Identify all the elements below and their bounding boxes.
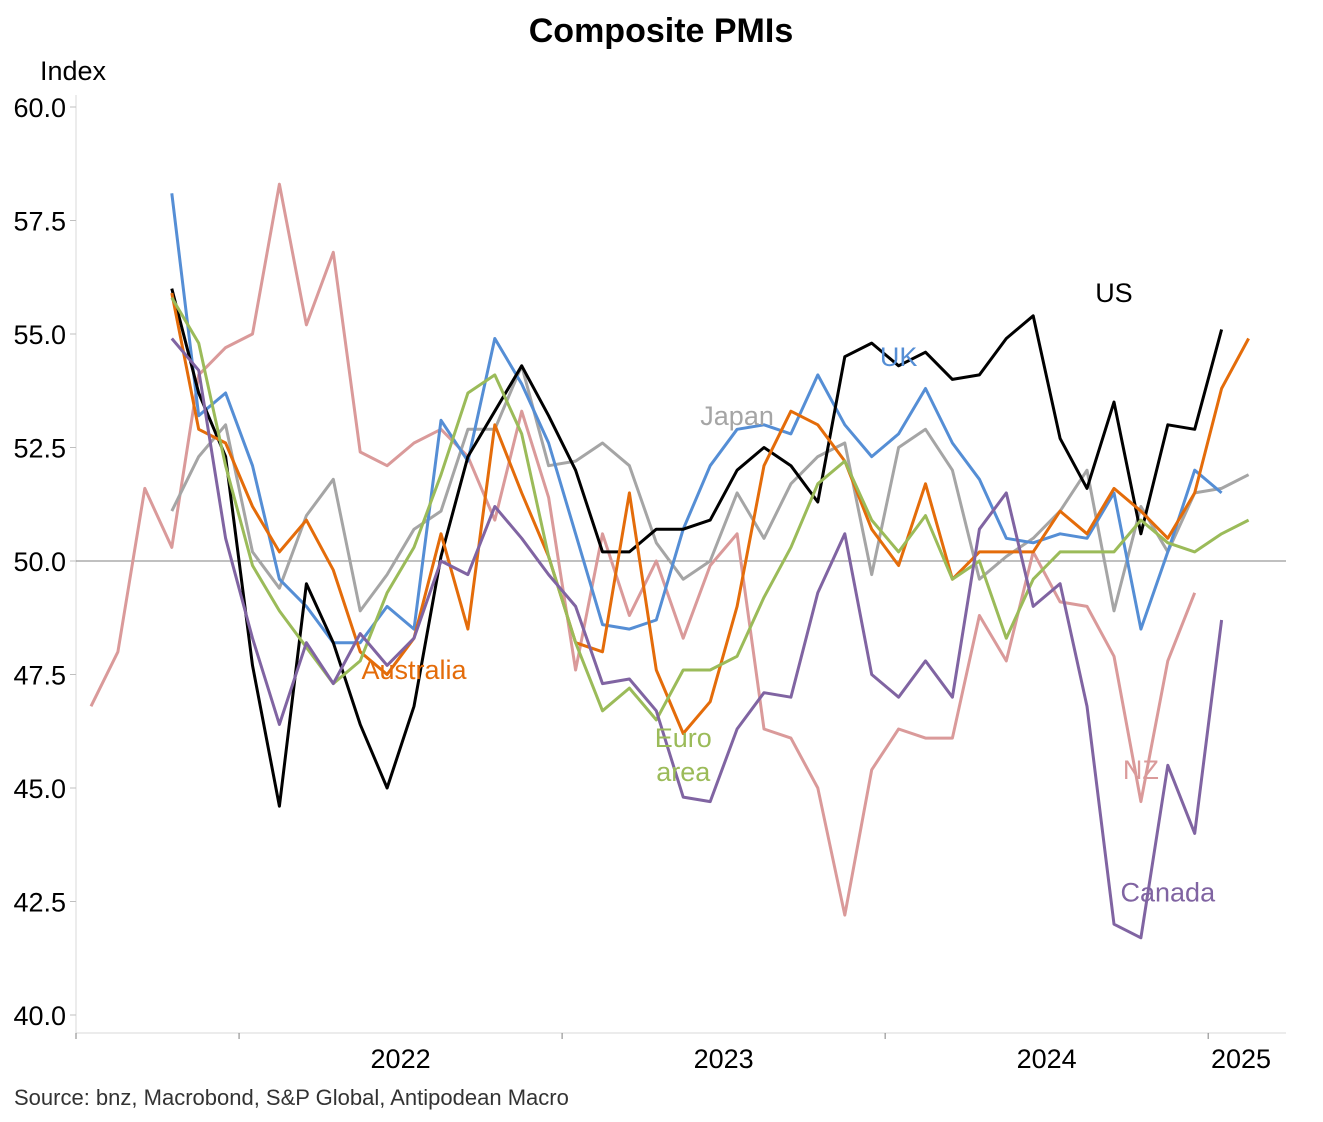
- y-axis-title: Index: [40, 56, 107, 86]
- series-label-japan: Japan: [700, 401, 774, 431]
- x-axis: 2022 2023 2024 2025: [75, 1033, 1271, 1074]
- plot-area: [75, 95, 1286, 1034]
- series-line-canada: [170, 337, 1224, 940]
- series-line-uk: [170, 193, 1223, 645]
- y-tick-label: 45.0: [13, 774, 66, 804]
- series-line-australia: [170, 292, 1250, 735]
- y-tick-label: 55.0: [13, 320, 66, 350]
- series-label-uk: UK: [880, 342, 918, 372]
- y-tick-label: 40.0: [13, 1001, 66, 1031]
- series-line-japan: [170, 364, 1250, 613]
- series-lines: [89, 182, 1250, 940]
- series-label-australia: Australia: [362, 655, 468, 685]
- y-tick-label: 42.5: [13, 888, 66, 918]
- y-tick-label: 57.5: [13, 207, 66, 237]
- series-label-canada: Canada: [1121, 878, 1217, 908]
- chart-title: Composite PMIs: [529, 12, 793, 50]
- y-tick-label: 47.5: [13, 661, 66, 691]
- x-tick-label: 2025: [1211, 1044, 1271, 1074]
- series-line-euro-area: [170, 296, 1250, 722]
- series-line-nz: [89, 182, 1197, 917]
- series-label-euro-area: Euro area: [655, 723, 712, 787]
- y-tick-label: 50.0: [13, 547, 66, 577]
- series-labels: NZ Japan UK US Australia Euro area Canada: [362, 278, 1217, 907]
- source-note: Source: bnz, Macrobond, S&P Global, Anti…: [14, 1085, 569, 1110]
- series-label-us: US: [1095, 278, 1133, 308]
- y-axis: 60.0 57.5 55.0 52.5 50.0 47.5 45.0 42.5 40.0: [13, 93, 76, 1031]
- y-tick-label: 60.0: [13, 93, 66, 123]
- y-tick-label: 52.5: [13, 434, 66, 464]
- x-tick-label: 2023: [694, 1044, 754, 1074]
- x-tick-label: 2024: [1017, 1044, 1077, 1074]
- series-line-us: [170, 288, 1224, 808]
- x-tick-label: 2022: [371, 1044, 431, 1074]
- series-label-nz: NZ: [1123, 755, 1159, 785]
